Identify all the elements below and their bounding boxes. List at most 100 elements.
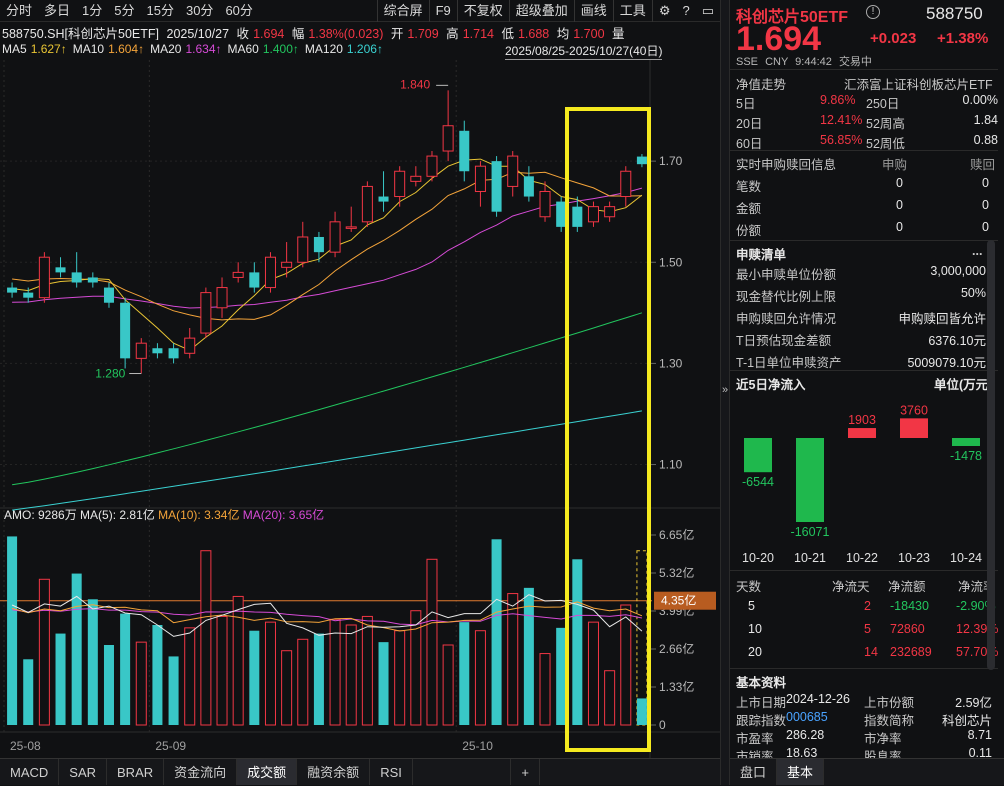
toolbar-btn-2[interactable]: 不复权: [456, 0, 509, 22]
flow-header: 近5日净流入 单位(万元): [736, 372, 998, 392]
indicator-tab-2[interactable]: BRAR: [107, 759, 165, 785]
toolbar-btn-5[interactable]: 工具: [612, 0, 652, 22]
basic-label: 上市日期: [736, 696, 787, 710]
nav-header: 净值走势 汇添富上证科创板芯片ETF: [736, 72, 998, 92]
list-value: 3,000,000: [930, 264, 986, 278]
panel-divider[interactable]: »: [720, 0, 730, 785]
high-label: 高: [446, 27, 459, 40]
candle-body: [556, 201, 567, 227]
amount-bar: [426, 558, 438, 726]
flow-days: 5: [748, 599, 755, 613]
perf-value: 12.41%: [820, 113, 863, 127]
amount-level-text: 4.35亿: [661, 593, 696, 608]
exchange: SSE: [736, 56, 759, 68]
ma10-line: [12, 171, 642, 321]
collapse-arrow-icon[interactable]: »: [722, 384, 729, 396]
candle-body: [491, 161, 502, 212]
amount-bar: [216, 615, 228, 726]
amount-bar: [587, 621, 599, 726]
amount-bar: [507, 593, 519, 726]
amount-bar: [313, 633, 324, 725]
period-tab-2[interactable]: 1分: [82, 2, 103, 18]
flow-title: 近5日净流入: [736, 378, 806, 392]
indicator-tab-6[interactable]: RSI: [370, 759, 413, 785]
amount-bar: [297, 638, 309, 726]
candle-body: [152, 348, 163, 354]
window-icon[interactable]: ▭: [701, 2, 714, 18]
period-tab-3[interactable]: 5分: [114, 2, 135, 18]
gear-icon[interactable]: ⚙: [651, 0, 677, 22]
flow-head-0: 天数: [736, 580, 762, 594]
list-label: 最小申赎单位份额: [736, 268, 837, 282]
toolbar-btn-3[interactable]: 超级叠加: [508, 0, 574, 22]
amount-bar: [329, 618, 341, 726]
toolbar-btn-0[interactable]: 综合屏: [376, 0, 429, 22]
flow-value: -6544: [742, 475, 774, 489]
ma-label-0: MA5: [2, 42, 27, 56]
candle-body: [378, 196, 389, 202]
flow-date: 10-22: [846, 551, 878, 565]
nav-title[interactable]: 净值走势: [736, 78, 787, 92]
subscription-header: 实时申购赎回信息 申购 赎回: [736, 152, 998, 172]
basic-value: 2024-12-26: [786, 692, 850, 706]
candle-body: [55, 267, 66, 273]
basic-row: 上市日期 2024-12-26 上市份额 2.59亿: [736, 690, 998, 710]
subscription-title: 实时申购赎回信息: [736, 158, 837, 172]
candle-body: [216, 287, 228, 309]
period-tab-6[interactable]: 60分: [225, 2, 253, 18]
basic-value: 18.63: [786, 746, 818, 760]
basic-value-2: 2.59亿: [955, 696, 992, 710]
perf-row: 5日 9.86% 250日 0.00%: [736, 91, 998, 111]
fund-name: 科创芯片50ETF: [736, 9, 849, 26]
indicator-tab-0[interactable]: MACD: [0, 759, 60, 785]
quote-tab-0[interactable]: 盘口: [730, 759, 778, 785]
amount-bar: [87, 599, 98, 725]
redemption-col: 赎回: [970, 158, 996, 172]
date-range[interactable]: 2025/08/25-2025/10/27(40日): [505, 44, 663, 60]
low-annotation: 1.280: [95, 367, 125, 381]
info-icon[interactable]: !: [866, 5, 880, 19]
indicator-tab-4[interactable]: 成交额: [237, 759, 298, 785]
indicator-tab-1[interactable]: SAR: [59, 759, 108, 785]
amount-bar: [281, 650, 293, 726]
kline-chart[interactable]: 25-08 25-09 25-10 1.70 1.50 1.30 1.10 1.840 1.28…: [0, 60, 720, 758]
divider-3: [730, 370, 998, 371]
ohlc-info-line: 588750.SH[科创芯片50ETF] 2025/10/27 收 1.694 幅…: [2, 23, 718, 40]
quote-tab-1[interactable]: 基本: [777, 759, 825, 785]
indicator-tab-3[interactable]: 资金流向: [164, 759, 238, 785]
candle-body: [426, 155, 438, 177]
price-change-pct: +1.38%: [937, 30, 989, 47]
amount-bar: [636, 698, 647, 725]
candle-body: [539, 190, 551, 218]
period-tab-4[interactable]: 15分: [146, 2, 174, 18]
amount-bar: [620, 604, 632, 726]
candle-body: [71, 272, 82, 283]
indicator-tab-7[interactable]: +: [510, 759, 540, 785]
quote-time: 9:44:42: [795, 56, 832, 68]
flow-bar-chart: -6544 10-20 -16071 10-21 1903 10-22 3760 10-23 -…: [742, 403, 982, 565]
market-meta: SSE CNY 9:44:42 交易中: [736, 53, 872, 69]
period-tab-0[interactable]: 分时: [6, 2, 33, 18]
flow-head-1: 净流天: [832, 580, 870, 594]
candle-body: [168, 348, 179, 359]
x-label: 25-08: [10, 739, 41, 753]
list-label: 现金替代比例上限: [736, 290, 837, 304]
flow-rate: -2.90%: [956, 599, 996, 613]
ma-label-4: MA120: [304, 42, 343, 56]
toolbar-btn-1[interactable]: F9: [428, 0, 457, 22]
question-icon[interactable]: ?: [682, 2, 690, 18]
scrollbar[interactable]: [987, 240, 995, 670]
toolbar-btn-4[interactable]: 画线: [573, 0, 613, 22]
period-tab-1[interactable]: 多日: [44, 2, 71, 18]
period-tab-5[interactable]: 30分: [185, 2, 214, 18]
amount-bar: [523, 587, 534, 725]
candle-body: [7, 287, 18, 293]
period-toolbar: 分时 多日 1分 5分 15分 30分 60分 综合屏 F9 不复权 超级叠加 画线 工具 ⚙? ▭: [0, 0, 720, 22]
amount-bar: [474, 630, 486, 726]
flow-bar: [796, 438, 824, 522]
list-row: T-1日单位申赎资产 5009079.10元: [736, 350, 998, 370]
subscription-col: 申购: [882, 158, 908, 172]
more-icon[interactable]: ...: [972, 244, 983, 258]
indicator-tab-5[interactable]: 融资余额: [297, 759, 371, 785]
subscription-value: 0: [896, 176, 903, 190]
